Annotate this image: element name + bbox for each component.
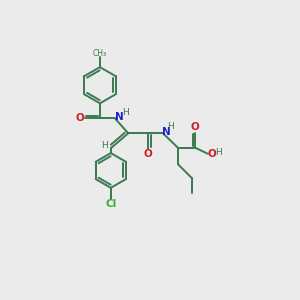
Text: O: O [75,113,84,123]
Text: N: N [162,127,170,137]
Text: H: H [214,148,221,157]
Text: N: N [115,112,123,122]
Text: O: O [207,149,216,159]
Text: H: H [122,109,128,118]
Text: O: O [144,149,152,159]
Text: CH₃: CH₃ [93,49,107,58]
Text: H: H [101,141,107,150]
Text: O: O [191,122,200,133]
Text: H: H [168,122,174,131]
Text: Cl: Cl [105,199,116,209]
